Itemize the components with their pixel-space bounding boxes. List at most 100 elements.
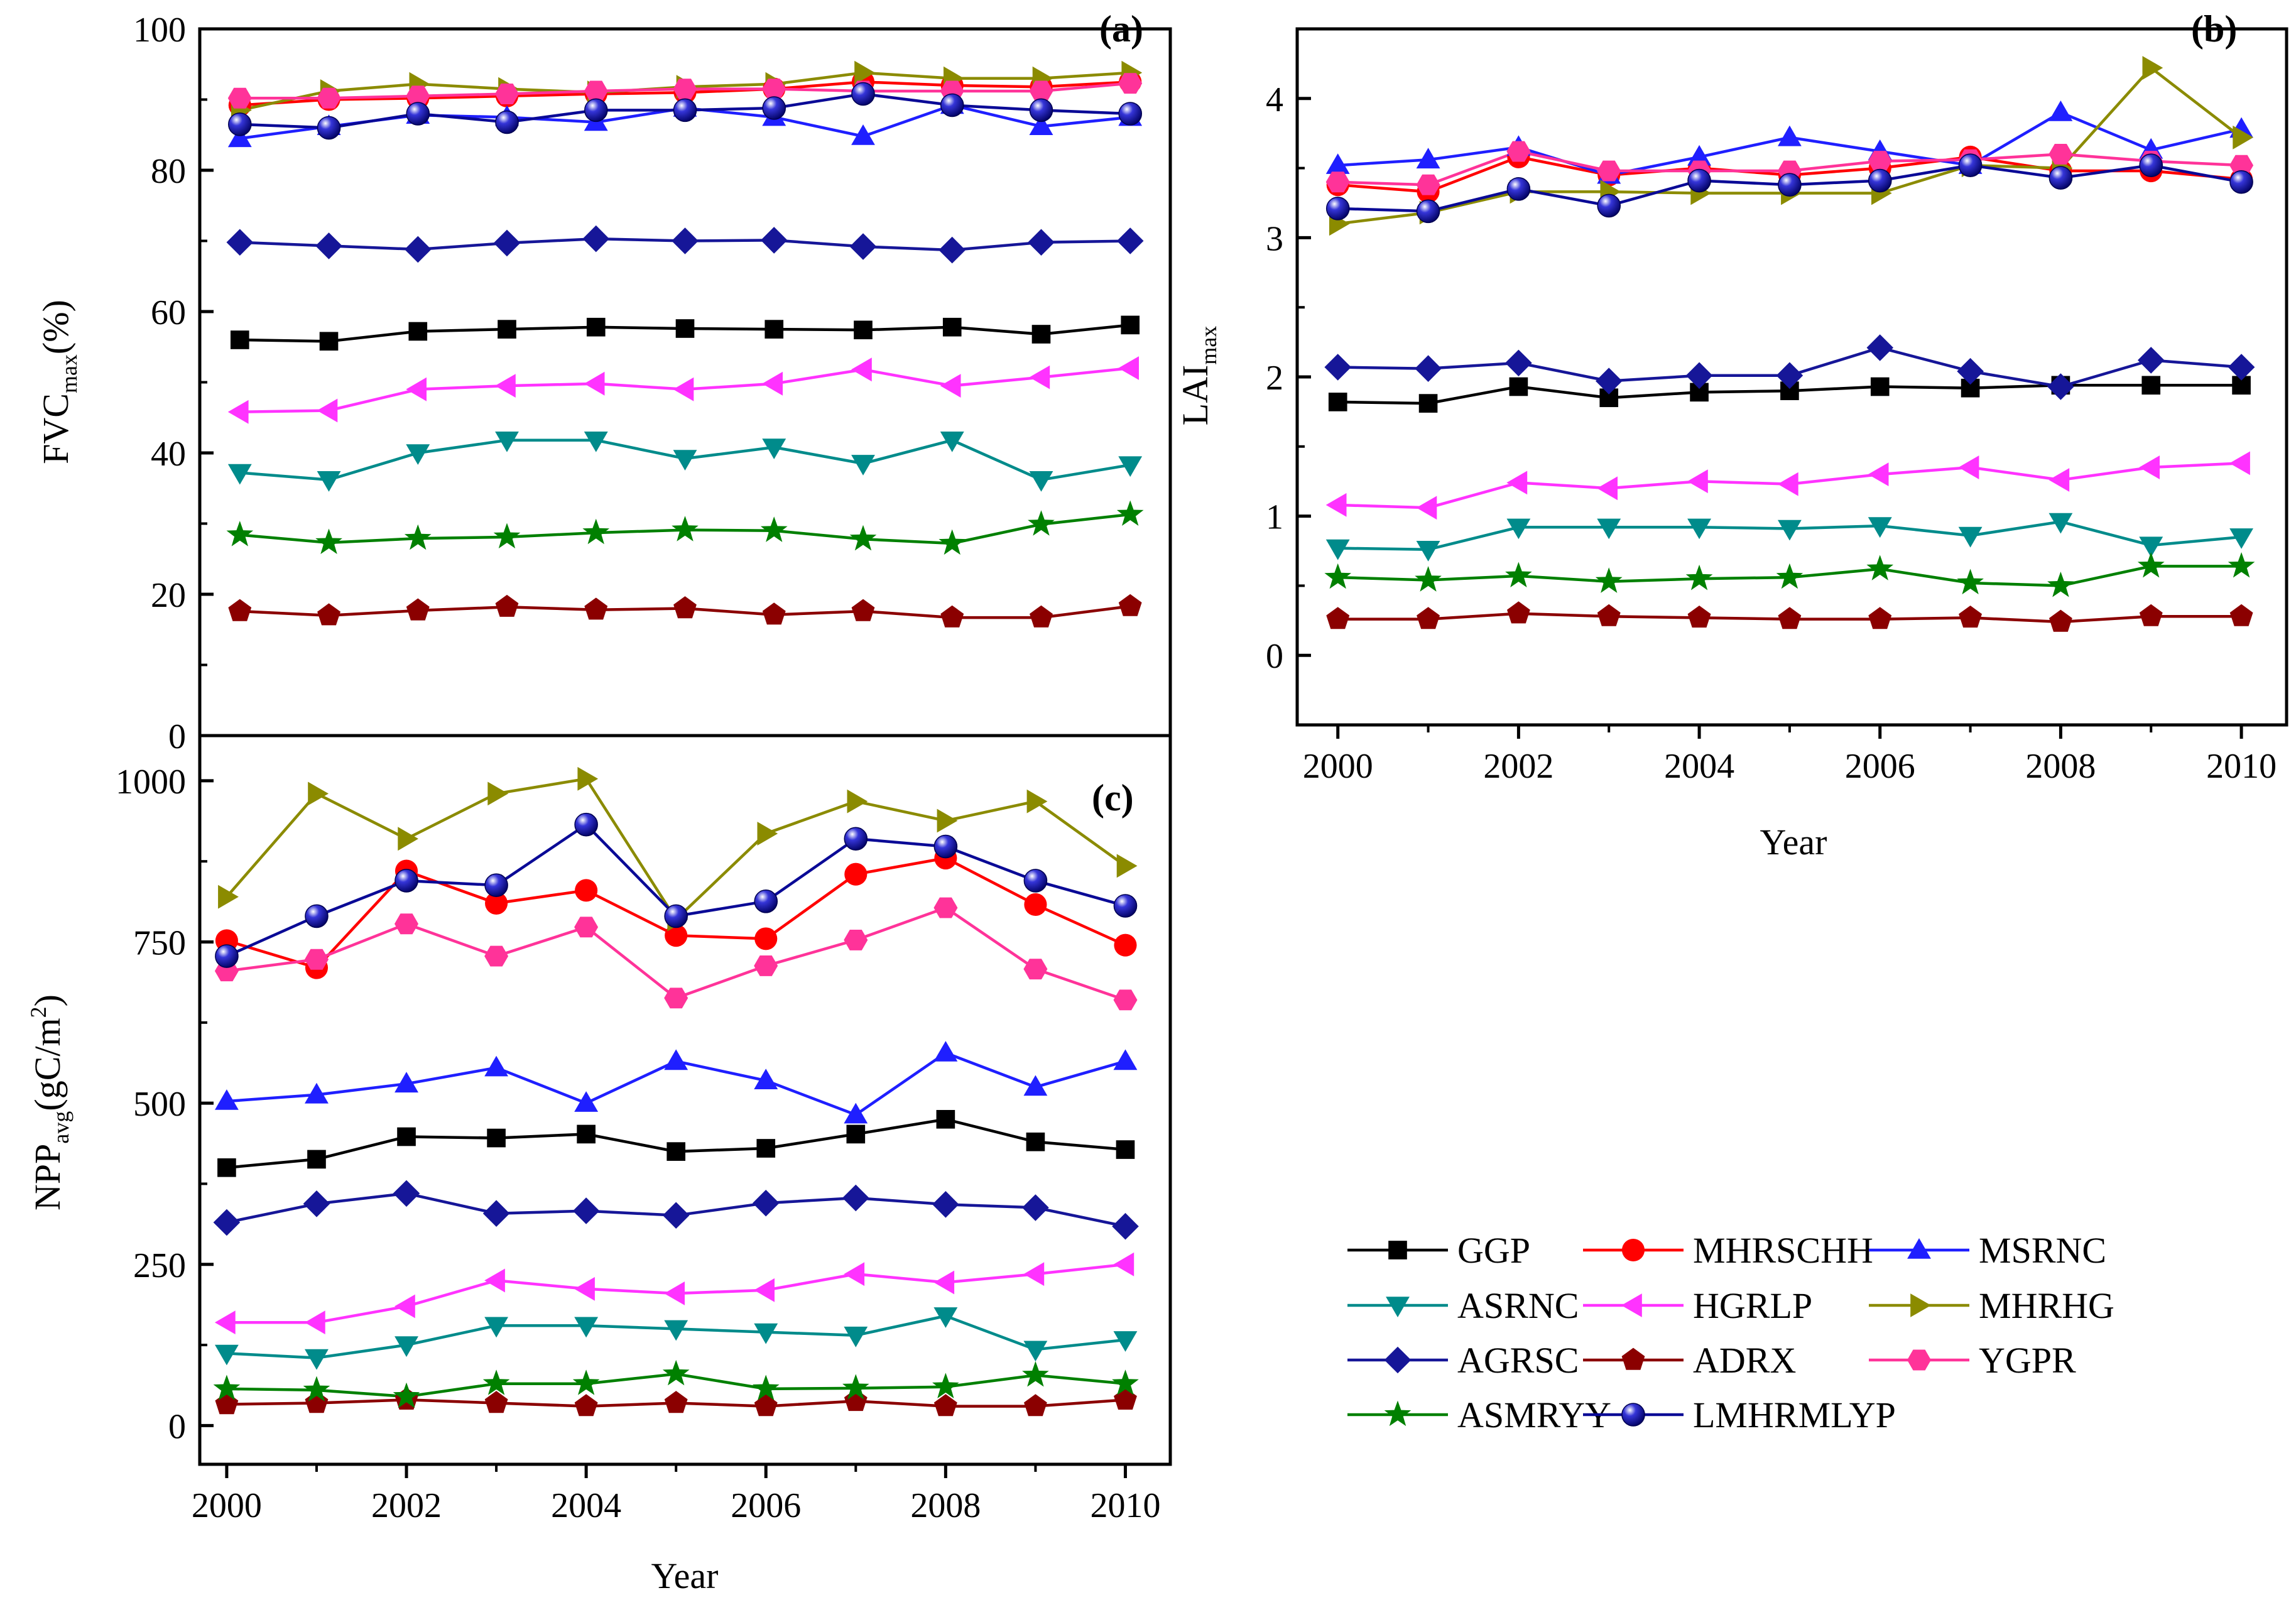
panel-a-point-lmhrmlyp-2004 <box>584 98 608 122</box>
panel-b-point-msrnc-2001 <box>1416 148 1440 169</box>
panel-c-ytick-label: 1000 <box>116 763 186 802</box>
panel-c-point-adrx-2010 <box>1114 1388 1137 1410</box>
panel-a-point-ggp-2008 <box>942 317 962 337</box>
panel-a-point-ggp-2009 <box>1031 325 1051 344</box>
panel-b-point-lmhrmlyp-2005 <box>1778 173 1802 197</box>
panel-a-point-asmryy-2000 <box>226 521 254 547</box>
panel-a-point-asmryy-2007 <box>849 525 877 551</box>
panel-b-point-asmryy-2002 <box>1505 562 1532 587</box>
panel-c-point-mhrschh-2009 <box>1024 893 1047 917</box>
panel-b-point-adrx-2006 <box>1868 607 1892 629</box>
panel-b-point-lmhrmlyp-2003 <box>1597 193 1621 218</box>
panel-a-ytick-label: 0 <box>168 717 186 756</box>
panel-a-point-adrx-2007 <box>851 599 875 621</box>
panel-c-point-mhrhg-2003 <box>487 781 509 806</box>
panel-a-point-ygpr-2004 <box>584 80 608 102</box>
panel-c-point-lmhrmlyp-2005 <box>664 904 688 928</box>
panel-a-point-asrnc-2004 <box>584 432 608 452</box>
panel-c-point-agrsc-2002 <box>393 1180 420 1207</box>
panel-c-ytick-label: 250 <box>133 1246 186 1285</box>
panel-c-point-mhrschh-2010 <box>1114 933 1137 957</box>
panel-c-point-agrsc-2003 <box>482 1200 510 1227</box>
panel-a-point-adrx-2000 <box>228 599 252 621</box>
panel-a-point-agrsc-2005 <box>672 227 699 254</box>
panel-a-point-ggp-2002 <box>408 322 428 341</box>
panel-c-point-hgrlp-2006 <box>754 1278 775 1302</box>
panel-c-point-asmryy-2004 <box>572 1369 600 1395</box>
panel-c-point-adrx-2004 <box>574 1394 598 1417</box>
panel-b-point-ygpr-2008 <box>2048 144 2073 165</box>
panel-b-point-agrsc-2001 <box>1415 355 1442 382</box>
panel-b-point-msrnc-2000 <box>1325 153 1350 174</box>
panel-c-ytick-label: 750 <box>133 923 186 962</box>
panel-b-point-hgrlp-2008 <box>2048 468 2070 492</box>
panel-a-point-lmhrmlyp-2008 <box>940 93 964 117</box>
panel-c-point-ygpr-2005 <box>664 987 688 1009</box>
panel-b-point-agrsc-2010 <box>2228 354 2255 381</box>
panel-b-point-lmhrmlyp-2001 <box>1416 199 1440 224</box>
panel-c-point-hgrlp-2009 <box>1023 1262 1045 1287</box>
panel-b-point-asrnc-2002 <box>1506 518 1531 540</box>
panel-b-point-msrnc-2004 <box>1687 144 1711 166</box>
panel-a-point-lmhrmlyp-2002 <box>406 102 430 126</box>
panel-b-point-asrnc-2010 <box>2229 528 2253 549</box>
panel-c-point-asmryy-2005 <box>662 1359 690 1386</box>
legend-marker-ygpr <box>1907 1349 1931 1371</box>
panel-c-ylabel: NPPavg(gC/m2) <box>26 994 73 1211</box>
panel-c-point-asrnc-2004 <box>574 1317 599 1338</box>
panel-c-point-adrx-2003 <box>484 1391 508 1413</box>
panel-c-point-ygpr-2004 <box>574 917 599 938</box>
panel-a-point-ggp-2003 <box>498 320 516 339</box>
panel-c-point-adrx-2000 <box>215 1392 239 1415</box>
panel-b-point-mhrhg-2009 <box>2142 56 2163 80</box>
panel-c-point-asmryy-2006 <box>752 1374 780 1400</box>
panel-c-point-msrnc-2010 <box>1113 1049 1138 1070</box>
legend-label-ggp: GGP <box>1457 1230 1530 1271</box>
legend-label-mhrhg: MHRHG <box>1979 1285 2114 1326</box>
panel-b-point-lmhrmlyp-2009 <box>2139 153 2163 177</box>
panel-b-point-ggp-2000 <box>1328 393 1347 411</box>
legend-marker-ggp <box>1388 1241 1407 1260</box>
panel-c-point-ggp-2005 <box>666 1142 686 1161</box>
panel-c-point-lmhrmlyp-2008 <box>933 834 958 859</box>
panel-b-point-ygpr-2001 <box>1416 174 1440 195</box>
panel-a-point-agrsc-2008 <box>939 236 966 264</box>
legend-marker-agrsc <box>1384 1346 1412 1374</box>
panel-c-point-asmryy-2001 <box>303 1376 330 1402</box>
panel-c-xtick-label: 2010 <box>1090 1486 1160 1525</box>
panel-a-point-ygpr-2001 <box>317 87 341 109</box>
panel-a-point-lmhrmlyp-2001 <box>317 116 341 140</box>
panel-a-point-hgrlp-2006 <box>762 371 783 396</box>
panel-a-point-lmhrmlyp-2009 <box>1029 98 1053 122</box>
legend-marker-mhrhg <box>1910 1293 1931 1317</box>
panel-a-point-agrsc-2001 <box>315 232 342 259</box>
panel-a-point-msrnc-2007 <box>851 124 875 145</box>
panel-a-point-ygpr-2010 <box>1118 73 1143 94</box>
panel-b-xtick-label: 2008 <box>2025 747 2096 786</box>
panel-a-point-ggp-2000 <box>230 330 249 349</box>
panel-a-point-lmhrmlyp-2006 <box>762 96 786 120</box>
panel-c-point-hgrlp-2003 <box>484 1268 505 1293</box>
panel-a-point-agrsc-2006 <box>761 227 788 254</box>
panel-c-point-ygpr-2009 <box>1023 959 1048 980</box>
panel-b-point-asmryy-2001 <box>1415 566 1442 592</box>
panel-c-point-msrnc-2009 <box>1023 1075 1048 1096</box>
panel-b-point-asrnc-2008 <box>2048 513 2073 534</box>
panel-c-point-asmryy-2007 <box>842 1374 869 1400</box>
panel-a-point-ygpr-2006 <box>762 79 786 100</box>
legend-label-asrnc: ASRNC <box>1457 1285 1579 1326</box>
panel-b-ylabel: LAImax <box>1175 326 1221 426</box>
panel-c-point-mhrhg-2001 <box>308 781 329 806</box>
legend-label-hgrlp: HGRLP <box>1693 1285 1812 1326</box>
panel-b-point-lmhrmlyp-2007 <box>1958 153 1983 177</box>
panel-c-point-asmryy-2000 <box>213 1374 241 1400</box>
legend-label-ygpr: YGPR <box>1979 1340 2076 1381</box>
panel-b-point-lmhrmlyp-2004 <box>1687 168 1711 193</box>
panel-b-point-ggp-2001 <box>1418 394 1438 413</box>
panel-a-point-asrnc-2003 <box>495 432 519 452</box>
panel-a-point-ggp-2001 <box>319 332 339 351</box>
panel-a-point-asmryy-2006 <box>760 516 788 542</box>
panel-c-point-msrnc-2002 <box>394 1072 418 1093</box>
